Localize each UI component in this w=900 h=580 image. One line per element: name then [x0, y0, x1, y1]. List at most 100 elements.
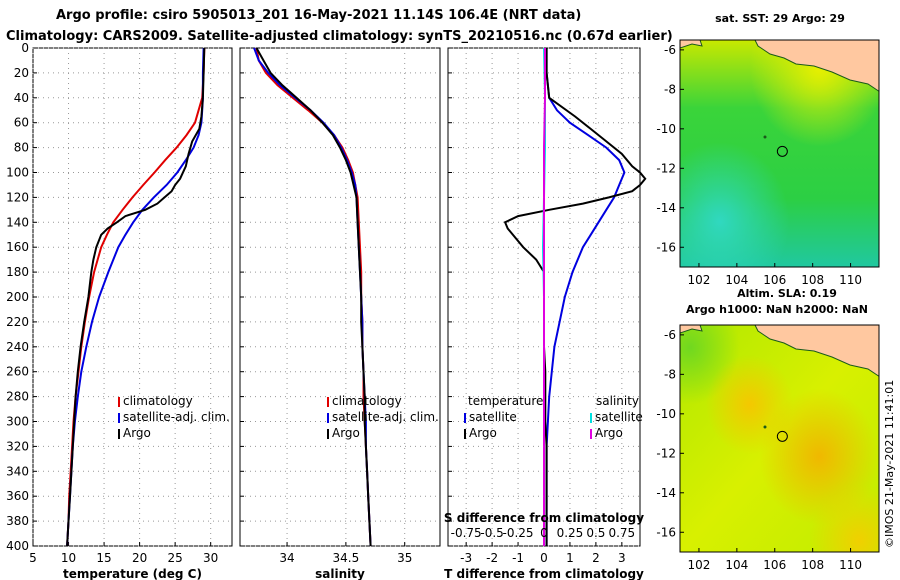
sla-map: [680, 325, 879, 552]
s-axis-label: S difference from climatology: [444, 511, 644, 525]
map-xtick-label: 106: [763, 558, 786, 572]
map-xtick-label: 106: [763, 273, 786, 287]
s-tick-label: -0.75: [451, 526, 482, 540]
map-ytick-label: -8: [664, 82, 676, 96]
ytick-label: 320: [6, 439, 29, 453]
ytick-label: 80: [14, 141, 29, 155]
legend-label: climatology: [332, 394, 402, 408]
xtick-label: 34.5: [333, 551, 360, 565]
legend-title: salinity: [596, 394, 639, 408]
series-line-argo: [255, 47, 372, 547]
ytick-label: 260: [6, 365, 29, 379]
ytick-label: 140: [6, 215, 29, 229]
map-ytick-label: -12: [656, 446, 676, 460]
map-ytick-label: -6: [664, 328, 676, 342]
map-ytick-label: -16: [656, 525, 676, 539]
map-xtick-label: 108: [801, 558, 824, 572]
sst-map: [680, 40, 879, 267]
java-landmass-2: [754, 325, 879, 377]
ytick-label: 380: [6, 514, 29, 528]
series-line-argo: [66, 47, 206, 547]
title-line1: Argo profile: csiro 5905013_201 16-May-2…: [56, 8, 581, 23]
map-xtick-label: 102: [687, 558, 710, 572]
argo-position-marker: [776, 145, 788, 157]
map-ytick-label: -6: [664, 43, 676, 57]
ytick-label: 160: [6, 240, 29, 254]
map2-title-line2: Argo h1000: NaN h2000: NaN: [686, 303, 868, 316]
map-ytick-label: -16: [656, 240, 676, 254]
xtick-label: 15: [96, 551, 111, 565]
panel-difference: -3 -2 -1 0 1 2 3 T difference from climatology t…: [444, 47, 647, 580]
ytick-label: 240: [6, 340, 29, 354]
legend-label: Argo: [123, 426, 151, 440]
s-tick-label: 0.5: [586, 526, 605, 540]
map-xtick-label: 104: [725, 273, 748, 287]
ytick-label: 40: [14, 91, 29, 105]
xtick-label: 35: [397, 551, 412, 565]
map-xtick-label: 110: [839, 273, 862, 287]
xtick-label: -1: [512, 551, 524, 565]
xtick-label: 0: [540, 551, 548, 565]
sumatra-landmass-2: [680, 325, 703, 334]
legend-label: Argo: [332, 426, 360, 440]
panel-temperature: 0 20 40 60 80 100 120 140 160 180 200 220 240 260 280 3…: [6, 41, 233, 580]
map-xtick-label: 104: [725, 558, 748, 572]
legend-label: satellite-adj. clim.: [332, 410, 439, 424]
sumatra-landmass: [680, 40, 703, 49]
ytick-label: 400: [6, 539, 29, 553]
map-ytick-label: -10: [656, 122, 676, 136]
ytick-label: 220: [6, 315, 29, 329]
xtick-label: 10: [61, 551, 76, 565]
xtick-label: 30: [203, 551, 218, 565]
title-line2: Climatology: CARS2009. Satellite-adjuste…: [6, 29, 673, 44]
map-ytick-label: -14: [656, 201, 676, 215]
imos-watermark: ©IMOS 21-May-2021 11:41:01: [883, 380, 896, 548]
legend-label: Argo: [469, 426, 497, 440]
map-xtick-label: 102: [687, 273, 710, 287]
xtick-label: 25: [168, 551, 183, 565]
xlabel: salinity: [315, 567, 365, 580]
map2-frame: [679, 324, 880, 553]
legend-label: satellite: [595, 410, 643, 424]
map-xtick-label: 108: [801, 273, 824, 287]
map-ytick-label: -12: [656, 161, 676, 175]
island-dot: [763, 135, 767, 139]
s-tick-label: -0.5: [480, 526, 503, 540]
island-dot-2: [763, 425, 767, 429]
ytick-label: 60: [14, 116, 29, 130]
ytick-label: 120: [6, 190, 29, 204]
ytick-label: 180: [6, 265, 29, 279]
s-tick-label: 0.75: [608, 526, 635, 540]
series-line-t-argo: [503, 48, 647, 546]
legend-label: satellite-adj. clim.: [123, 410, 230, 424]
ytick-label: 360: [6, 489, 29, 503]
ytick-label: 300: [6, 415, 29, 429]
map-ytick-label: -8: [664, 367, 676, 381]
map2-title-line1: Altim. SLA: 0.19: [737, 287, 837, 300]
xtick-label: 3: [618, 551, 626, 565]
s-tick-label: -0.25: [503, 526, 534, 540]
map1-frame: [679, 39, 880, 268]
legend-label: satellite: [469, 410, 517, 424]
java-landmass: [754, 40, 879, 92]
legend-title: temperature: [468, 394, 543, 408]
map-ytick-label: -14: [656, 486, 676, 500]
panel-salinity: 34 34.5 35 salinity climatology satellite-adj…: [239, 47, 441, 580]
s-tick-label: 0: [540, 526, 548, 540]
xtick-label: 5: [29, 551, 37, 565]
series-line-s-argo: [543, 48, 546, 546]
ytick-label: 340: [6, 464, 29, 478]
ytick-label: 20: [14, 66, 29, 80]
xlabel: T difference from climatology: [444, 567, 644, 580]
legend-label: climatology: [123, 394, 193, 408]
xlabel: temperature (deg C): [63, 567, 202, 580]
ytick-label: 280: [6, 390, 29, 404]
xtick-label: 34: [279, 551, 294, 565]
xtick-label: -2: [486, 551, 498, 565]
map-ytick-label: -10: [656, 407, 676, 421]
ytick-label: 200: [6, 290, 29, 304]
ytick-label: 0: [21, 41, 29, 55]
ytick-label: 100: [6, 166, 29, 180]
s-tick-label: 0.25: [557, 526, 584, 540]
